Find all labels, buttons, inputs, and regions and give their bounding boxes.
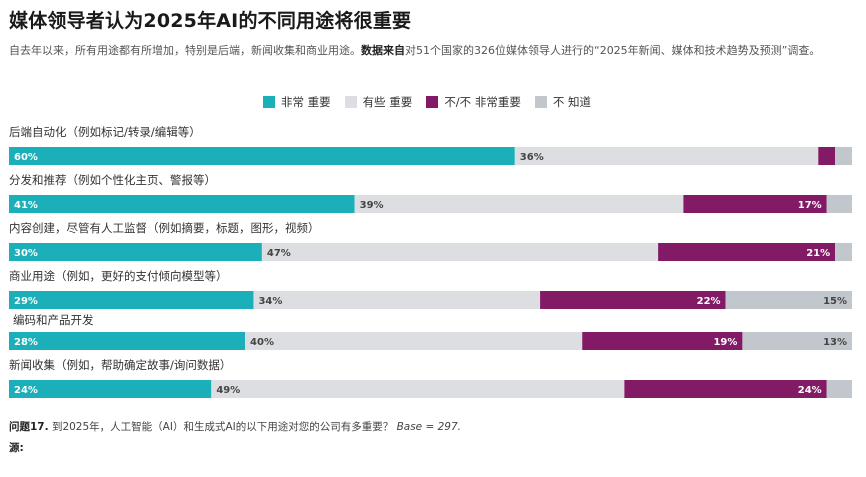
bar-segment-very [9, 195, 355, 213]
bar-segment-dontknow [725, 291, 852, 309]
subtitle-text-2: 对51个国家的326位媒体领导人进行的“2025年新闻、媒体和技术趋势及预测”调… [405, 44, 821, 57]
bar-segment-not [818, 147, 836, 165]
bar-segment-some [245, 332, 583, 350]
bar-segment-very [9, 243, 262, 261]
legend-item-very: 非常 重要 [263, 94, 331, 110]
source-label: 源: [9, 442, 24, 454]
bar-segment-some [253, 291, 541, 309]
subtitle-bold: 数据来自 [361, 44, 405, 57]
category-label: 内容创建，尽管有人工监督（例如摘要，标题，图形，视频） [9, 221, 320, 235]
bar-segment-dontknow [826, 195, 852, 213]
bar-segment-very [9, 380, 212, 398]
legend-item-not: 不/不 非常重要 [426, 94, 521, 110]
data-label: 24% [798, 385, 822, 396]
data-label: 41% [14, 200, 38, 211]
data-label: 19% [713, 337, 737, 348]
data-label: 24% [14, 385, 38, 396]
legend-label-very: 非常 重要 [281, 95, 331, 109]
bar-segment-dontknow [835, 243, 852, 261]
data-label: 39% [360, 200, 384, 211]
legend-swatch-very [263, 96, 275, 108]
data-label: 13% [823, 337, 847, 348]
legend-label-some: 有些 重要 [362, 95, 413, 109]
subtitle-text-1: 自去年以来，所有用途都有所增加，特别是后端，新闻收集和商业用途。 [9, 44, 361, 57]
data-label: 22% [697, 296, 721, 307]
chart-subtitle: 自去年以来，所有用途都有所增加，特别是后端，新闻收集和商业用途。数据来自对51个… [9, 42, 854, 59]
bar-segment-some [211, 380, 625, 398]
category-label: 编码和产品开发 [13, 313, 94, 327]
legend-swatch-not [426, 96, 439, 108]
chart-legend: 非常 重要 有些 重要 不/不 非常重要 不 知道 [263, 94, 605, 110]
data-label: 47% [267, 248, 291, 259]
legend-swatch-dontknow [534, 96, 547, 108]
data-label: 29% [14, 296, 38, 307]
bar-segment-some [514, 147, 819, 165]
data-label: 34% [258, 296, 282, 307]
legend-item-some: 有些 重要 [344, 94, 413, 110]
bar-segment-dontknow [835, 147, 852, 165]
bar-segment-not [658, 243, 836, 261]
data-label: 17% [798, 200, 822, 211]
legend-swatch-some [344, 96, 357, 108]
category-label: 新闻收集（例如，帮助确定故事/询问数据） [9, 358, 231, 372]
data-label: 40% [250, 337, 274, 348]
bar-segment-very [9, 332, 246, 350]
data-label: 49% [216, 385, 240, 396]
bar-segment-very [9, 147, 515, 165]
bar-segment-not [624, 380, 827, 398]
bar-segment-not [540, 291, 726, 309]
bar-segment-dontknow [742, 332, 852, 350]
legend-item-dontknow: 不 知道 [534, 94, 591, 110]
data-label: 36% [520, 152, 544, 163]
footnote: 问题17. 到2025年，人工智能（AI）和生成式AI的以下用途对您的公司有多重… [9, 419, 461, 434]
data-label: 30% [14, 248, 38, 259]
category-label: 商业用途（例如，更好的支付倾向模型等） [9, 269, 228, 283]
bar-segment-not [683, 195, 827, 213]
footnote-question-text: 到2025年，人工智能（AI）和生成式AI的以下用途对您的公司有多重要？ [48, 421, 394, 433]
footnote-question-number: 问题17. [9, 421, 49, 433]
data-label: 15% [823, 296, 847, 307]
footnote-base: Base = 297. [393, 421, 461, 433]
bar-segment-some [354, 195, 684, 213]
bar-segment-very [9, 291, 254, 309]
data-label: 21% [806, 248, 830, 259]
category-label: 分发和推荐（例如个性化主页、警报等） [9, 173, 216, 187]
legend-label-not: 不/不 非常重要 [444, 95, 521, 109]
data-label: 28% [14, 337, 38, 348]
bar-segment-some [261, 243, 659, 261]
legend-label-dontknow: 不 知道 [552, 95, 591, 109]
data-label: 60% [14, 152, 38, 163]
bar-segment-dontknow [826, 380, 852, 398]
bar-segment-not [582, 332, 743, 350]
category-label: 后端自动化（例如标记/转录/编辑等） [9, 125, 201, 139]
chart-title: 媒体领导者认为2025年AI的不同用途将很重要 [9, 10, 412, 32]
